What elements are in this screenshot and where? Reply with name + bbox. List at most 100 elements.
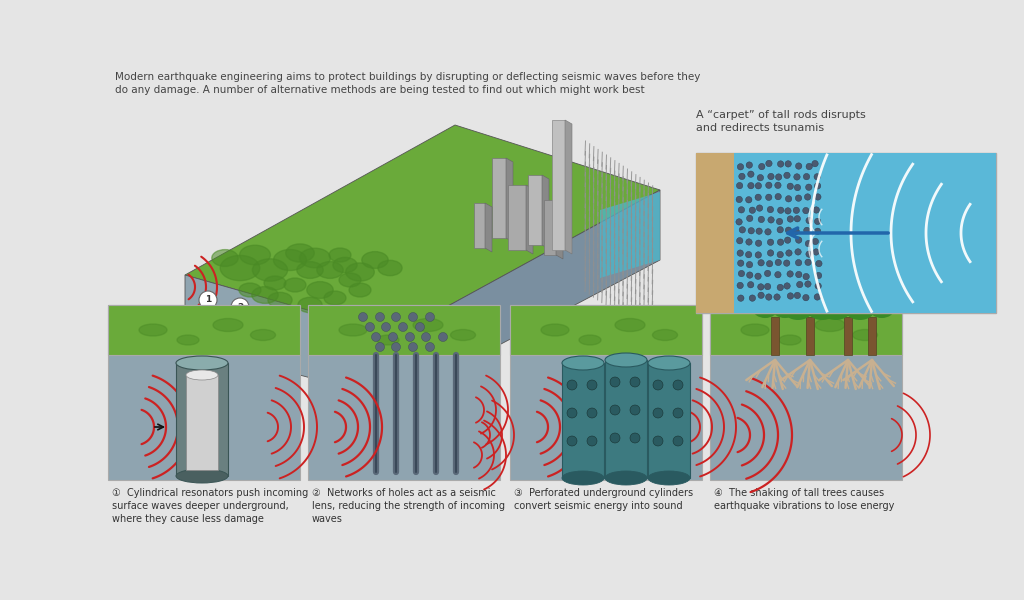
Circle shape bbox=[199, 291, 217, 309]
Text: 3: 3 bbox=[322, 317, 328, 326]
Circle shape bbox=[796, 195, 802, 202]
Bar bbox=[562, 363, 604, 478]
Circle shape bbox=[777, 284, 783, 290]
Text: 4: 4 bbox=[409, 325, 415, 335]
Ellipse shape bbox=[339, 324, 367, 336]
Circle shape bbox=[794, 207, 800, 214]
Ellipse shape bbox=[333, 257, 357, 272]
Circle shape bbox=[787, 216, 794, 222]
Ellipse shape bbox=[850, 300, 874, 318]
Circle shape bbox=[793, 228, 800, 235]
Bar bbox=[868, 317, 876, 355]
Bar bbox=[186, 375, 218, 470]
Circle shape bbox=[745, 197, 752, 203]
Circle shape bbox=[737, 164, 743, 170]
Circle shape bbox=[567, 380, 577, 390]
Circle shape bbox=[426, 343, 434, 352]
Circle shape bbox=[426, 313, 434, 322]
Circle shape bbox=[815, 283, 821, 289]
Ellipse shape bbox=[297, 262, 324, 278]
Polygon shape bbox=[565, 120, 572, 254]
Circle shape bbox=[738, 173, 745, 179]
Circle shape bbox=[764, 270, 771, 277]
Polygon shape bbox=[600, 192, 660, 278]
Circle shape bbox=[775, 182, 781, 188]
Circle shape bbox=[784, 208, 792, 214]
Ellipse shape bbox=[779, 335, 801, 345]
Ellipse shape bbox=[869, 300, 894, 318]
Circle shape bbox=[630, 405, 640, 415]
Circle shape bbox=[806, 184, 812, 190]
Circle shape bbox=[673, 436, 683, 446]
Ellipse shape bbox=[615, 319, 645, 331]
Polygon shape bbox=[395, 190, 660, 400]
Circle shape bbox=[766, 194, 772, 200]
Circle shape bbox=[756, 240, 762, 247]
Circle shape bbox=[366, 323, 375, 331]
Bar bbox=[308, 305, 500, 480]
Circle shape bbox=[814, 182, 821, 189]
Circle shape bbox=[805, 194, 811, 200]
Ellipse shape bbox=[220, 256, 260, 281]
Ellipse shape bbox=[307, 281, 333, 298]
Circle shape bbox=[587, 436, 597, 446]
Ellipse shape bbox=[741, 324, 769, 336]
Ellipse shape bbox=[176, 356, 228, 370]
Circle shape bbox=[803, 274, 809, 280]
Circle shape bbox=[805, 241, 812, 247]
Ellipse shape bbox=[759, 289, 792, 313]
Circle shape bbox=[750, 295, 756, 301]
Ellipse shape bbox=[451, 329, 475, 340]
Circle shape bbox=[767, 206, 773, 213]
Bar bbox=[648, 363, 690, 478]
Ellipse shape bbox=[284, 278, 306, 292]
Polygon shape bbox=[526, 185, 534, 254]
Circle shape bbox=[567, 436, 577, 446]
Circle shape bbox=[768, 173, 774, 179]
Circle shape bbox=[777, 239, 783, 245]
Circle shape bbox=[737, 295, 744, 301]
Circle shape bbox=[738, 206, 744, 213]
Text: 2: 2 bbox=[237, 302, 243, 311]
Circle shape bbox=[805, 259, 811, 266]
Circle shape bbox=[815, 272, 822, 279]
Circle shape bbox=[749, 227, 755, 234]
Circle shape bbox=[653, 436, 663, 446]
Ellipse shape bbox=[324, 291, 346, 305]
Bar bbox=[510, 305, 702, 480]
Polygon shape bbox=[185, 275, 395, 400]
Circle shape bbox=[786, 271, 794, 277]
Ellipse shape bbox=[251, 329, 275, 340]
Circle shape bbox=[358, 313, 368, 322]
Circle shape bbox=[766, 294, 772, 300]
Ellipse shape bbox=[329, 248, 351, 262]
Circle shape bbox=[746, 262, 753, 268]
Ellipse shape bbox=[361, 251, 388, 268]
Circle shape bbox=[765, 229, 771, 235]
Circle shape bbox=[805, 281, 811, 287]
Circle shape bbox=[766, 182, 772, 188]
Bar bbox=[605, 360, 647, 478]
Circle shape bbox=[814, 218, 821, 224]
Polygon shape bbox=[556, 200, 563, 259]
Circle shape bbox=[768, 217, 774, 223]
Ellipse shape bbox=[753, 300, 777, 318]
Ellipse shape bbox=[239, 283, 261, 297]
Circle shape bbox=[406, 332, 415, 341]
Ellipse shape bbox=[605, 353, 647, 367]
Ellipse shape bbox=[845, 298, 874, 320]
Bar bbox=[176, 363, 228, 476]
Polygon shape bbox=[542, 175, 549, 249]
Circle shape bbox=[653, 380, 663, 390]
Ellipse shape bbox=[346, 263, 375, 281]
Circle shape bbox=[812, 238, 818, 245]
Bar bbox=[771, 317, 779, 355]
Circle shape bbox=[372, 332, 381, 341]
Circle shape bbox=[765, 283, 771, 290]
Circle shape bbox=[422, 332, 430, 341]
Ellipse shape bbox=[541, 324, 569, 336]
Bar bbox=[696, 153, 996, 313]
Circle shape bbox=[587, 380, 597, 390]
Circle shape bbox=[796, 271, 802, 278]
Ellipse shape bbox=[648, 356, 690, 370]
